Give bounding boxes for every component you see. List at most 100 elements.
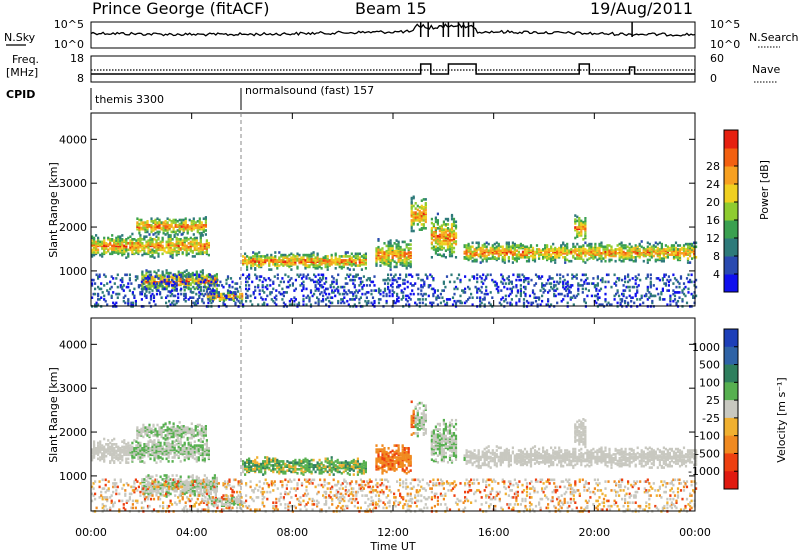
heatmap-cell	[576, 226, 579, 229]
heatmap-cell	[448, 236, 452, 239]
heatmap-cell	[149, 283, 152, 287]
heatmap-cell	[202, 224, 205, 227]
heatmap-cell	[147, 447, 150, 450]
heatmap-cell	[442, 246, 445, 250]
heatmap-cell	[165, 301, 168, 305]
heatmap-cell	[131, 454, 134, 458]
heatmap-cell	[322, 298, 325, 301]
heatmap-cell	[261, 284, 264, 287]
heatmap-cell	[98, 298, 101, 301]
heatmap-cell	[678, 258, 682, 262]
heatmap-cell	[583, 280, 586, 284]
heatmap-cell	[174, 273, 177, 277]
heatmap-cell	[527, 259, 531, 263]
heatmap-cell	[187, 277, 190, 280]
heatmap-cell	[365, 291, 368, 294]
heatmap-cell	[454, 285, 458, 289]
heatmap-cell	[103, 458, 106, 462]
heatmap-cell	[673, 277, 677, 280]
heatmap-cell	[155, 289, 159, 292]
heatmap-cell	[302, 284, 305, 287]
heatmap-cell	[395, 245, 398, 249]
heatmap-cell	[103, 437, 106, 441]
heatmap-cell	[312, 259, 315, 262]
heatmap-cell	[163, 449, 166, 453]
heatmap-cell	[493, 246, 496, 250]
heatmap-cell	[201, 458, 204, 462]
heatmap-cell	[103, 249, 106, 253]
heatmap-cell	[246, 255, 249, 258]
heatmap-cell	[290, 298, 293, 301]
heatmap-cell	[150, 220, 153, 223]
heatmap-cell	[434, 236, 437, 239]
heatmap-cell	[649, 273, 652, 277]
heatmap-cell	[689, 245, 692, 249]
heatmap-cell	[686, 257, 690, 260]
heatmap-cell	[636, 289, 639, 292]
heatmap-cell	[163, 278, 166, 282]
heatmap-cell	[469, 256, 472, 259]
heatmap-cell	[509, 280, 512, 284]
heatmap-cell	[525, 248, 529, 251]
heatmap-cell	[330, 253, 333, 257]
heatmap-cell	[181, 273, 184, 276]
heatmap-cell	[446, 227, 450, 230]
heatmap-cell	[391, 257, 394, 261]
heatmap-cell	[576, 257, 579, 260]
heatmap-cell	[342, 255, 345, 258]
heatmap-cell	[124, 273, 127, 277]
heatmap-cell	[95, 273, 98, 277]
heatmap-cell	[590, 250, 593, 254]
heatmap-cell	[179, 240, 182, 244]
heatmap-cell	[588, 244, 591, 247]
heatmap-cell	[152, 299, 156, 303]
heatmap-cell	[546, 258, 549, 262]
heatmap-cell	[234, 282, 237, 285]
heatmap-cell	[296, 267, 299, 270]
heatmap-cell	[171, 456, 174, 459]
heatmap-cell	[341, 299, 344, 303]
heatmap-cell	[173, 440, 176, 443]
heatmap-cell	[556, 248, 559, 251]
heatmap-cell	[153, 270, 156, 274]
heatmap-cell	[650, 250, 653, 254]
heatmap-cell	[273, 296, 276, 299]
heatmap-cell	[273, 301, 276, 305]
heatmap-cell	[292, 253, 295, 257]
heatmap-cell	[195, 456, 198, 459]
heatmap-cell	[356, 264, 359, 267]
heatmap-cell	[320, 257, 323, 261]
heatmap-cell	[97, 449, 100, 453]
heatmap-cell	[596, 284, 599, 287]
heatmap-cell	[158, 226, 161, 230]
heatmap-cell	[408, 303, 411, 306]
heatmap-cell	[548, 253, 551, 256]
heatmap-cell	[91, 242, 94, 245]
heatmap-cell	[111, 447, 114, 450]
heatmap-cell	[673, 291, 677, 294]
heatmap-cell	[191, 271, 194, 275]
heatmap-cell	[412, 195, 415, 199]
heatmap-cell	[183, 298, 186, 301]
heatmap-cell	[165, 457, 168, 461]
heatmap-cell	[408, 296, 411, 299]
heatmap-cell	[519, 292, 522, 296]
heatmap-cell	[167, 242, 170, 245]
heatmap-cell	[153, 441, 156, 445]
heatmap-cell	[550, 257, 553, 260]
heatmap-cell	[119, 248, 122, 252]
heatmap-cell	[598, 244, 601, 247]
heatmap-cell	[440, 254, 443, 258]
heatmap-cell	[572, 249, 575, 252]
heatmap-cell	[170, 220, 173, 223]
heatmap-cell	[430, 241, 433, 245]
heatmap-cell	[627, 275, 630, 278]
heatmap-cell	[297, 275, 301, 278]
heatmap-cell	[506, 277, 509, 280]
heatmap-cell	[519, 291, 522, 294]
heatmap-cell	[171, 447, 174, 450]
heatmap-cell	[133, 296, 136, 299]
heatmap-cell	[260, 265, 263, 269]
heatmap-cell	[566, 273, 569, 277]
